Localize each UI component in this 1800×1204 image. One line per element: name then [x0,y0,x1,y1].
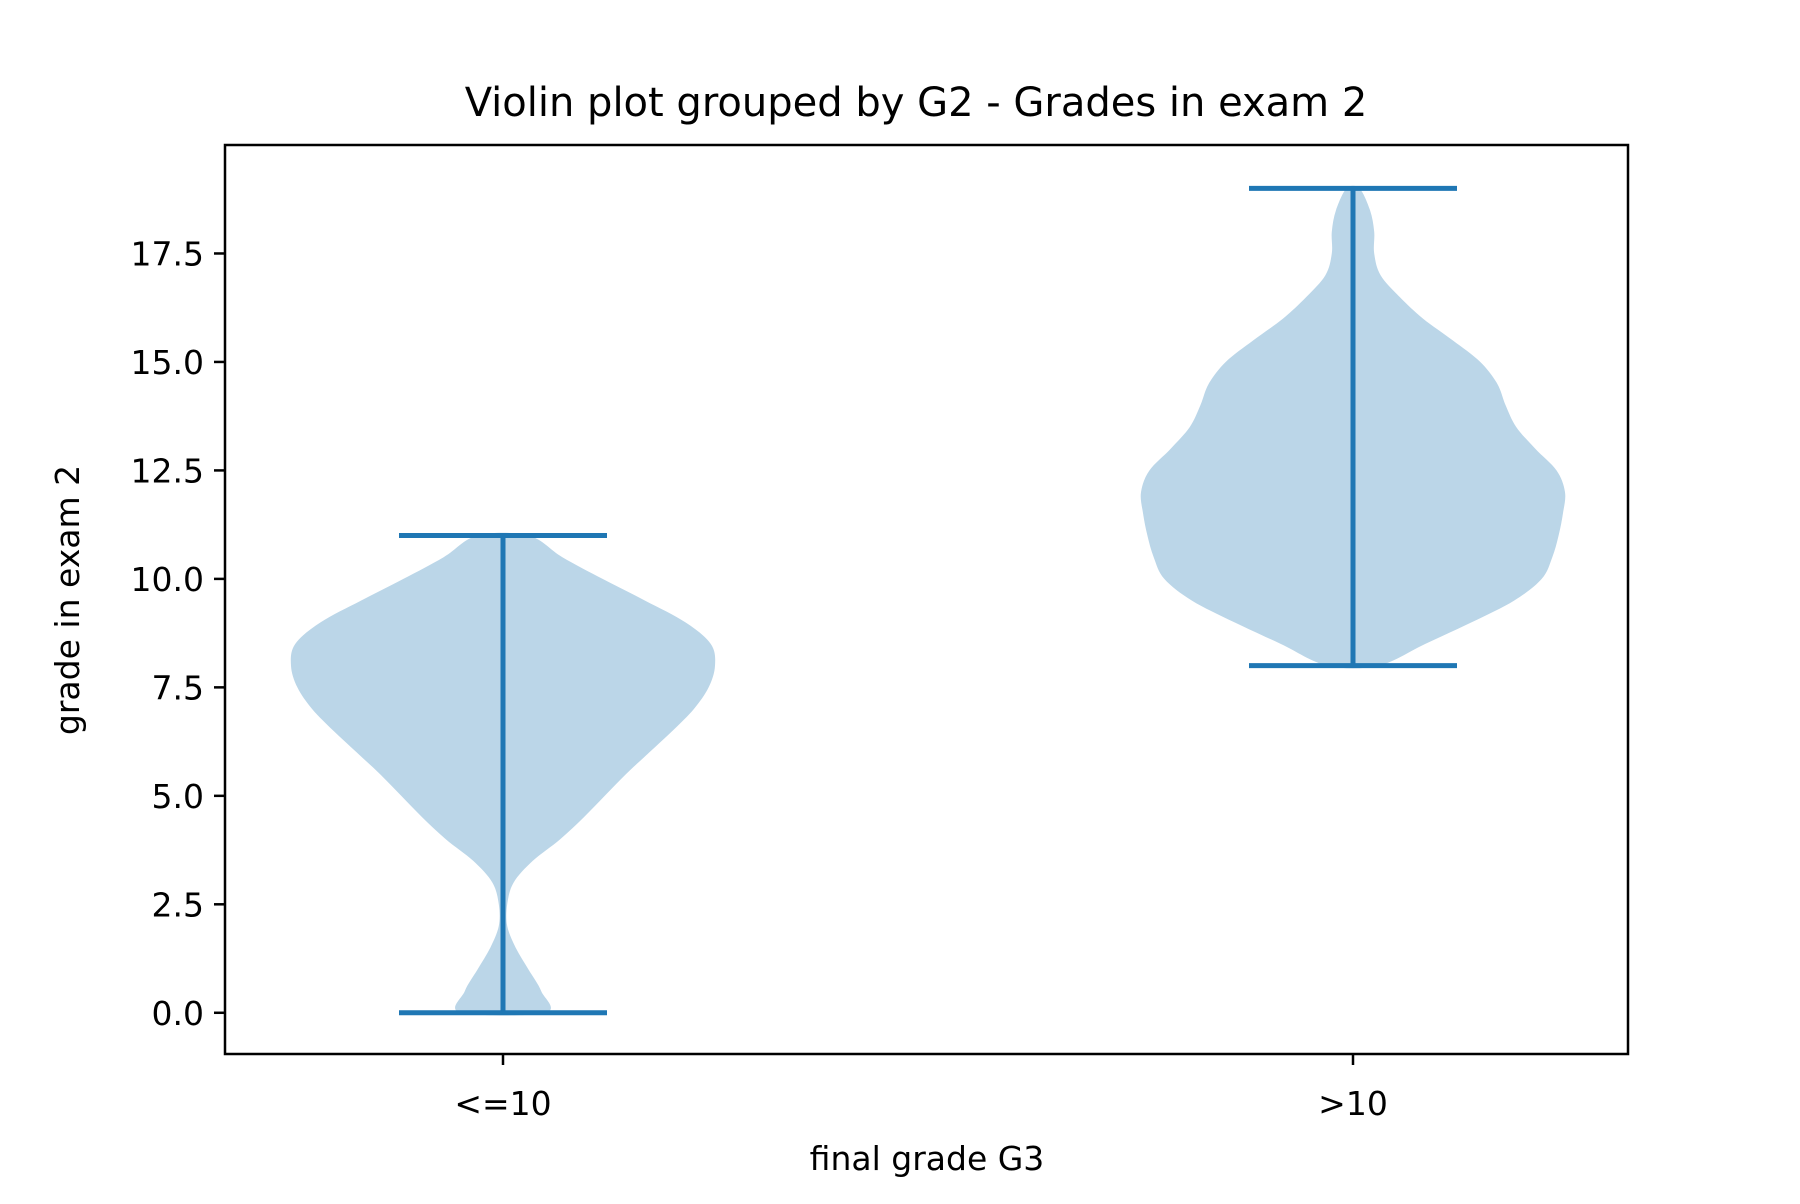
x-axis: <=10 >10 [454,1054,1388,1123]
y-axis: 0.0 2.5 5.0 7.5 10.0 12.5 15.0 17.5 [131,234,225,1033]
y-tick-label: 0.0 [152,994,204,1033]
y-tick-label: 2.5 [152,885,204,924]
x-axis-label: final grade G3 [810,1139,1045,1178]
x-tick-label: >10 [1318,1084,1388,1123]
y-tick-label: 7.5 [152,668,204,707]
x-tick-label: <=10 [454,1084,551,1123]
plot-area-frame [223,143,1630,1056]
y-tick-label: 12.5 [131,451,204,490]
whiskers-layer [399,185,1457,1016]
y-tick-label: 17.5 [131,234,204,273]
y-axis-label: grade in exam 2 [48,465,87,735]
chart-title: Violin plot grouped by G2 - Grades in ex… [465,80,1368,126]
y-tick-label: 10.0 [131,560,204,599]
y-tick-label: 15.0 [131,343,204,382]
y-tick-label: 5.0 [152,777,204,816]
